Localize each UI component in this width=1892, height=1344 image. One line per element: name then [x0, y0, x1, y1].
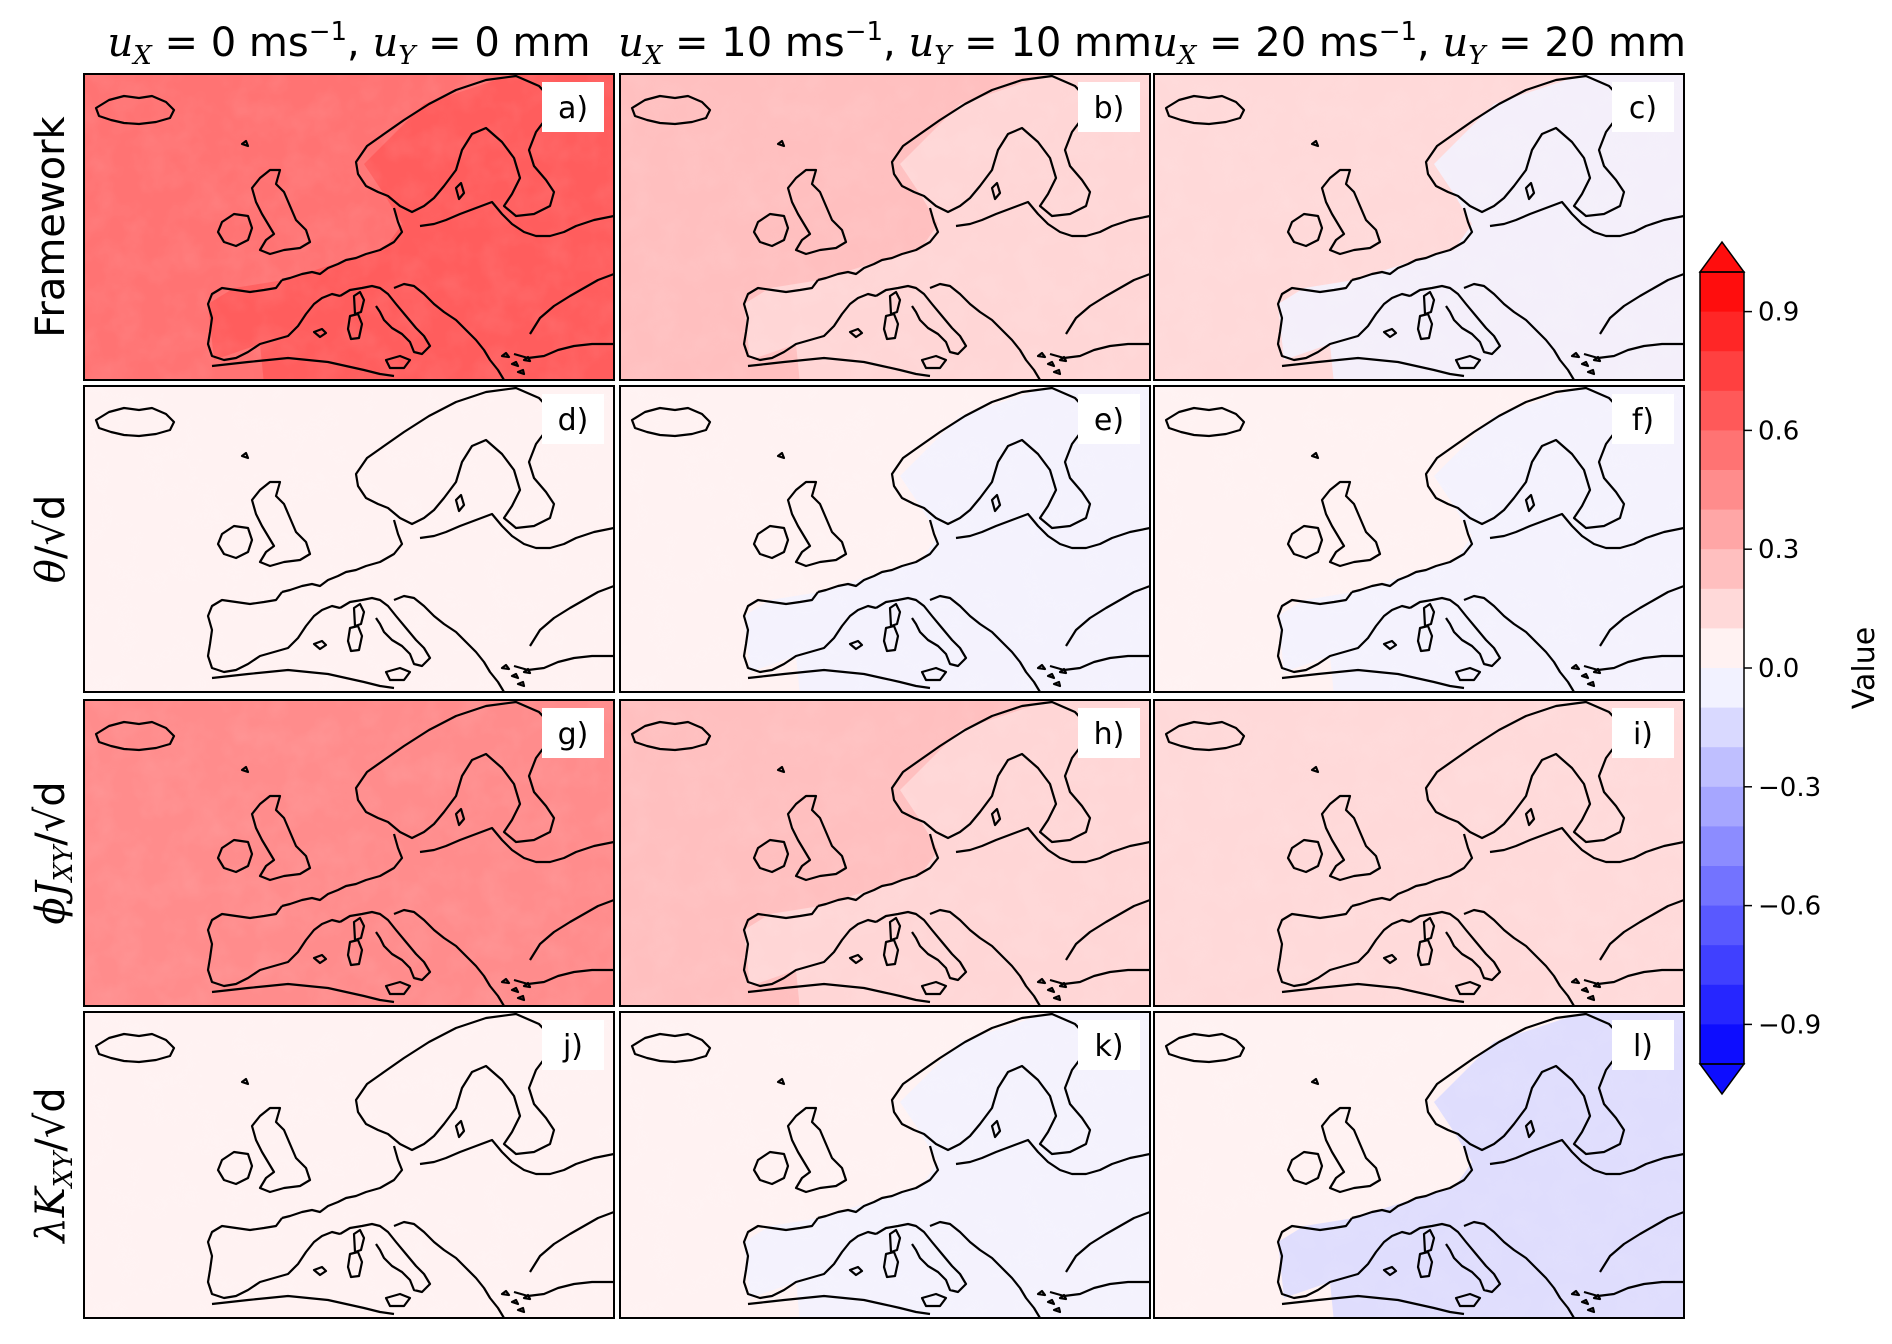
panel-frame [1153, 1011, 1685, 1319]
panel-tag-box [542, 708, 604, 758]
row-label-3: ϕJXY/√d [28, 781, 79, 924]
panel-tag-box [1612, 82, 1674, 132]
panel-frame [619, 699, 1151, 1007]
panel-tag: g) [558, 717, 589, 752]
colorbar-level [1700, 1024, 1744, 1065]
colorbar-level [1700, 430, 1744, 471]
panel-frame [1153, 699, 1685, 1007]
colorbar-level [1700, 390, 1744, 431]
colorbar-level [1700, 945, 1744, 986]
column-title-2: uX = 10 ms−1, uY = 10 mm [618, 17, 1152, 71]
panel-tag: k) [1094, 1029, 1123, 1064]
panel-l: l) [1153, 1011, 1685, 1319]
panel-tag: c) [1629, 91, 1657, 126]
colorbar: 0.9 0.6 0.3 0.0 −0.3 −0.6 −0.9 Value [1698, 240, 1882, 1096]
row-label-2: θ/√d [28, 495, 74, 583]
colorbar-label: Value [1847, 627, 1882, 709]
panel-frame [83, 1011, 615, 1319]
panel-frame [619, 1011, 1151, 1319]
panel-frame [1153, 73, 1685, 381]
panel-i: i) [1153, 699, 1685, 1007]
colorbar-level [1700, 470, 1744, 511]
row-labels: Framework θ/√d ϕJXY/√d λKXY/√d [28, 115, 79, 1244]
colorbar-level [1700, 272, 1744, 313]
panel-tag: h) [1094, 717, 1125, 752]
colorbar-tick-label: −0.9 [1758, 1010, 1821, 1040]
colorbar-extend-min [1698, 1063, 1746, 1096]
colorbar-level [1700, 786, 1744, 827]
panel-tag: l) [1633, 1029, 1653, 1064]
panel-tag: e) [1094, 403, 1124, 438]
colorbar-tick-label: 0.6 [1758, 416, 1799, 446]
panel-tag: a) [558, 91, 588, 126]
panel-tag-box [542, 82, 604, 132]
panel-tag: f) [1632, 403, 1654, 438]
panel-frame [1153, 385, 1685, 693]
column-title-3: uX = 20 ms−1, uY = 20 mm [1152, 17, 1686, 71]
colorbar-level [1700, 707, 1744, 748]
colorbar-level [1700, 668, 1744, 709]
column-title-1: uX = 0 ms−1, uY = 0 mm [108, 17, 591, 71]
panel-k: k) [619, 1011, 1151, 1319]
colorbar-level [1700, 311, 1744, 352]
colorbar-level [1700, 747, 1744, 788]
panel-g: g) [83, 699, 615, 1007]
panel-h: h) [619, 699, 1151, 1007]
panel-frame [83, 385, 615, 693]
panel-d: d) [83, 385, 615, 693]
row-label-4: λKXY/√d [28, 1087, 79, 1244]
panel-tag: i) [1633, 717, 1653, 752]
panel-tag: j) [562, 1029, 583, 1064]
colorbar-level [1700, 826, 1744, 867]
panel-tag-box [542, 394, 604, 444]
colorbar-level [1700, 984, 1744, 1025]
panel-tag: b) [1094, 91, 1125, 126]
colorbar-level [1700, 588, 1744, 629]
panel-b: b) [619, 73, 1151, 381]
panel-f: f) [1153, 385, 1685, 693]
colorbar-level [1700, 549, 1744, 590]
colorbar-level [1700, 628, 1744, 669]
panel-tag-box [1078, 82, 1140, 132]
colorbar-tick-label: 0.3 [1758, 535, 1799, 565]
colorbar-level [1700, 509, 1744, 550]
colorbar-tick-label: −0.3 [1758, 773, 1821, 803]
colorbar-level [1700, 905, 1744, 946]
panel-a: a) [83, 73, 615, 381]
panel-tag-box [1612, 394, 1674, 444]
colorbar-tick-label: 0.0 [1758, 654, 1799, 684]
panel-frame [619, 385, 1151, 693]
panel-grid: a) b) c) d) e) f) g) h) i) j) k) l) [83, 73, 1685, 1319]
panel-frame [83, 699, 615, 1007]
colorbar-level [1700, 866, 1744, 907]
colorbar-tick-label: −0.6 [1758, 892, 1821, 922]
panel-c: c) [1153, 73, 1685, 381]
column-titles: uX = 0 ms−1, uY = 0 mm uX = 10 ms−1, uY =… [108, 17, 1686, 71]
panel-frame [619, 73, 1151, 381]
row-label-1: Framework [28, 115, 74, 337]
panel-tag-box [1078, 394, 1140, 444]
panel-tag-box [1078, 708, 1140, 758]
panel-tag-box [542, 1020, 604, 1070]
colorbar-level [1700, 351, 1744, 392]
panel-tag: d) [558, 403, 589, 438]
panel-tag-box [1612, 708, 1674, 758]
panel-tag-box [1078, 1020, 1140, 1070]
panel-j: j) [83, 1011, 615, 1319]
panel-frame [83, 73, 615, 381]
colorbar-extend-max [1698, 240, 1746, 273]
panel-tag-box [1612, 1020, 1674, 1070]
colorbar-tick-label: 0.9 [1758, 298, 1799, 328]
panel-e: e) [619, 385, 1151, 693]
